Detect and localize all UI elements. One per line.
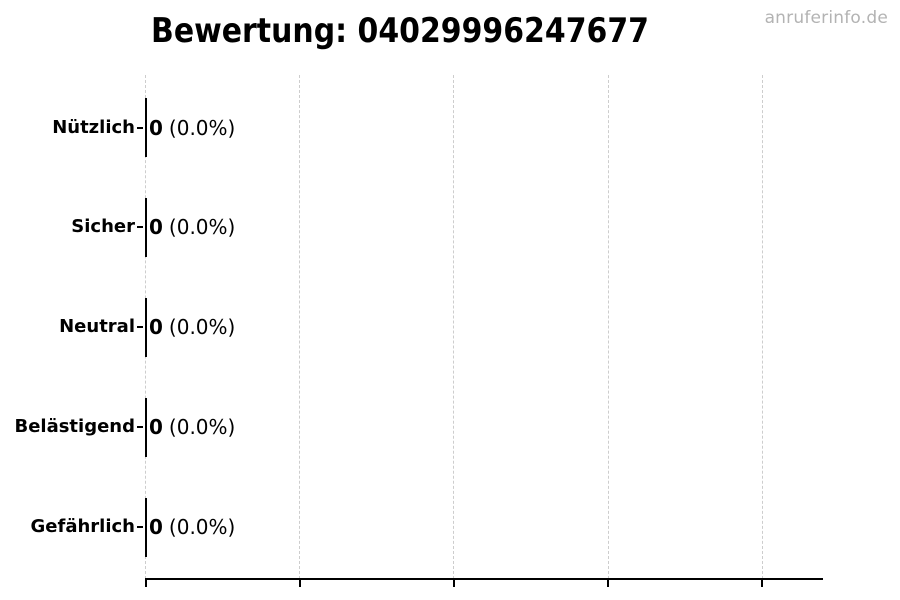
value-count: 0 xyxy=(149,115,163,140)
value-annotation: 0 (0.0%) xyxy=(149,413,235,441)
value-count: 0 xyxy=(149,415,163,440)
gridline xyxy=(607,75,609,579)
value-percent: (0.0%) xyxy=(168,115,236,140)
bar-zero-line xyxy=(145,197,147,257)
category-label: Neutral xyxy=(59,316,135,338)
gridline xyxy=(299,75,301,579)
value-annotation: 0 (0.0%) xyxy=(149,213,235,241)
category-label: Gefährlich xyxy=(30,516,135,538)
value-count: 0 xyxy=(149,515,163,540)
value-annotation: 0 (0.0%) xyxy=(149,313,235,341)
value-count: 0 xyxy=(149,215,163,240)
x-axis-line xyxy=(145,578,823,580)
x-tick xyxy=(144,580,147,587)
gridline xyxy=(761,75,763,579)
y-tick xyxy=(137,426,143,429)
value-percent: (0.0%) xyxy=(168,515,236,540)
y-tick xyxy=(137,526,143,529)
category-label: Sicher xyxy=(71,216,135,238)
gridline xyxy=(453,75,455,579)
x-tick xyxy=(452,580,455,587)
value-count: 0 xyxy=(149,315,163,340)
bar-zero-line xyxy=(145,497,147,557)
category-label: Belästigend xyxy=(14,416,135,438)
y-tick xyxy=(137,226,143,229)
bar-zero-line xyxy=(145,98,147,157)
watermark: anruferinfo.de xyxy=(764,8,888,28)
y-tick xyxy=(137,326,143,329)
bar-zero-line xyxy=(145,397,147,457)
value-percent: (0.0%) xyxy=(168,215,236,240)
x-tick xyxy=(607,580,610,587)
category-label: Nützlich xyxy=(52,116,135,138)
value-percent: (0.0%) xyxy=(168,415,236,440)
plot-area xyxy=(144,75,823,587)
bar-zero-line xyxy=(145,297,147,357)
value-percent: (0.0%) xyxy=(168,315,236,340)
x-tick xyxy=(298,580,301,587)
value-annotation: 0 (0.0%) xyxy=(149,513,235,541)
x-tick xyxy=(761,580,764,587)
value-annotation: 0 (0.0%) xyxy=(149,114,235,142)
chart-title: Bewertung: 04029996247677 xyxy=(151,11,649,51)
y-tick xyxy=(137,126,143,129)
